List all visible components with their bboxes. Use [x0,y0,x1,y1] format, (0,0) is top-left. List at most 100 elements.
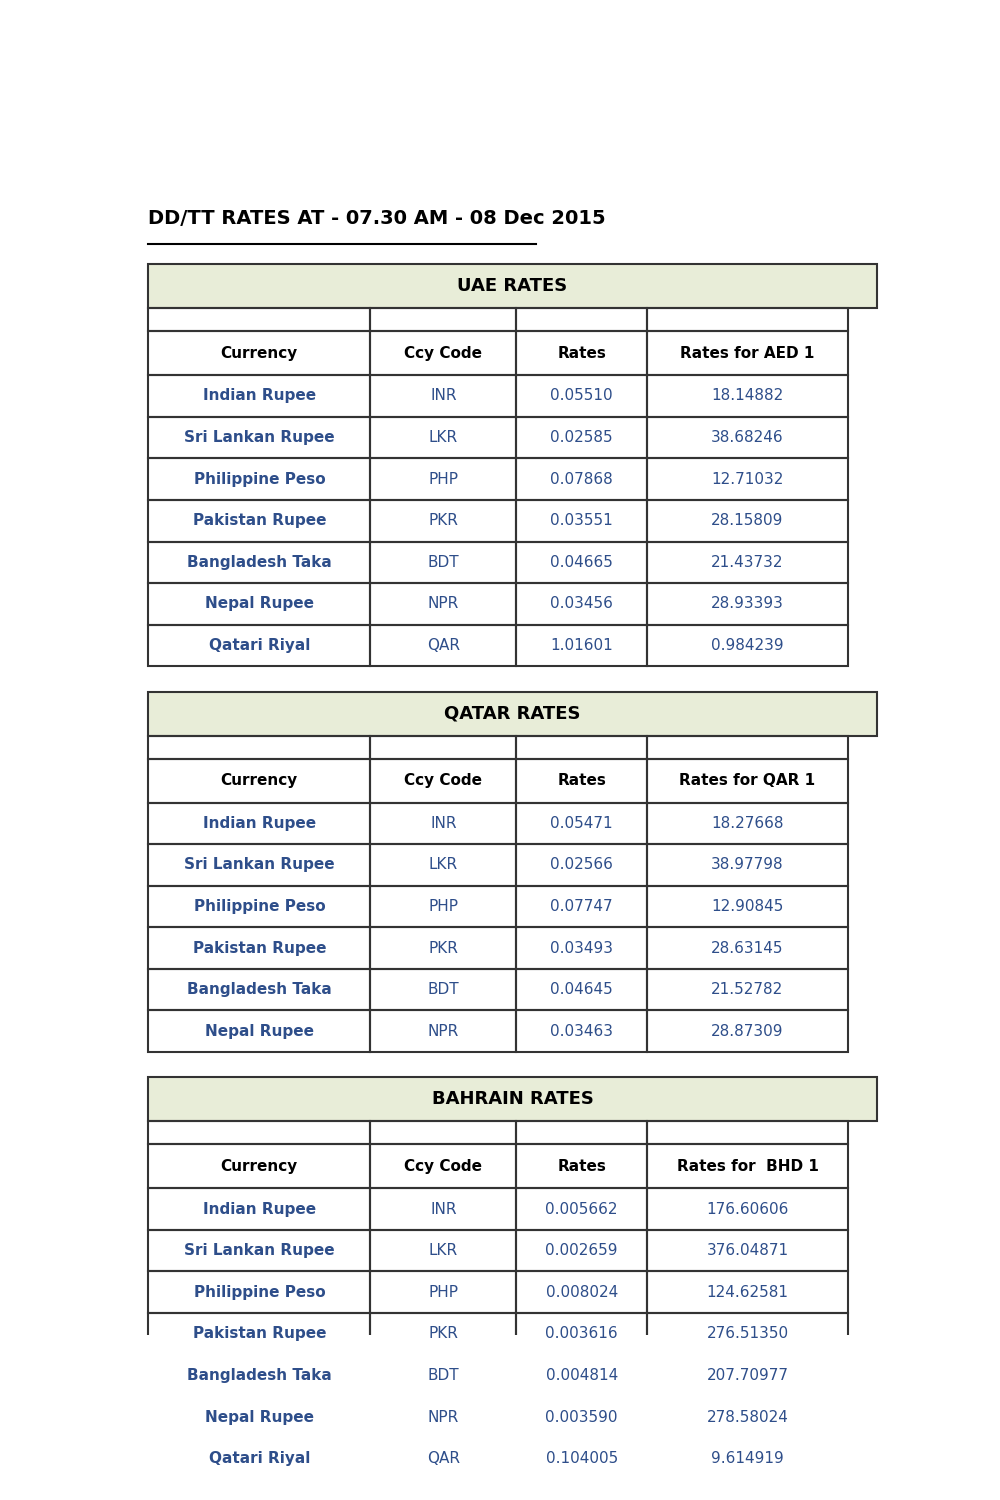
Text: Rates: Rates [557,1160,606,1174]
Text: INR: INR [430,1202,457,1216]
Text: LKR: LKR [429,1244,458,1258]
Text: QAR: QAR [427,638,460,652]
Bar [516,500,647,542]
Bar [647,332,848,375]
Text: Sri Lankan Rupee: Sri Lankan Rupee [184,430,335,445]
Bar [516,802,647,844]
Text: Ccy Code: Ccy Code [404,772,482,788]
Bar [148,264,877,308]
Bar [516,759,647,802]
Bar [647,1230,848,1272]
Bar [370,735,516,759]
Bar [148,1272,370,1312]
Text: Indian Rupee: Indian Rupee [203,1202,316,1216]
Text: Pakistan Rupee: Pakistan Rupee [193,513,326,528]
Bar [148,1312,370,1354]
Bar [370,1438,516,1479]
Text: Indian Rupee: Indian Rupee [203,388,316,404]
Bar [148,1438,370,1479]
Bar [516,332,647,375]
Bar [370,1230,516,1272]
Text: Pakistan Rupee: Pakistan Rupee [193,1326,326,1341]
Bar [516,1312,647,1354]
Text: PHP: PHP [428,1286,458,1300]
Text: NPR: NPR [428,597,459,612]
Bar [148,1122,370,1144]
Bar [370,375,516,417]
Text: Rates: Rates [557,772,606,788]
Text: 0.03493: 0.03493 [550,940,613,956]
Bar [516,735,647,759]
Text: Philippine Peso: Philippine Peso [194,471,325,486]
Bar [647,844,848,885]
Text: 21.52782: 21.52782 [711,982,784,998]
Text: Bangladesh Taka: Bangladesh Taka [187,1368,332,1383]
Text: BDT: BDT [427,982,459,998]
Bar [148,1144,370,1188]
Bar [516,1272,647,1312]
Text: 1.01601: 1.01601 [550,638,613,652]
Bar [516,885,647,927]
Bar [148,927,370,969]
Bar [370,542,516,584]
Text: 12.90845: 12.90845 [711,898,784,914]
Bar [148,375,370,417]
Text: 0.005662: 0.005662 [545,1202,618,1216]
Text: BDT: BDT [427,555,459,570]
Bar [647,308,848,332]
Bar [148,500,370,542]
Text: 0.03456: 0.03456 [550,597,613,612]
Text: 0.002659: 0.002659 [545,1244,618,1258]
Bar [148,844,370,885]
Text: 0.03463: 0.03463 [550,1023,613,1038]
Bar [370,459,516,500]
Text: QAR: QAR [427,1450,460,1466]
Bar [148,1011,370,1052]
Bar [647,1438,848,1479]
Bar [370,844,516,885]
Bar [516,1188,647,1230]
Text: PKR: PKR [428,513,458,528]
Bar [647,1011,848,1052]
Text: 38.68246: 38.68246 [711,430,784,445]
Text: PKR: PKR [428,1326,458,1341]
Bar [370,1354,516,1396]
Bar [647,584,848,624]
Bar [647,1396,848,1438]
Text: 0.008024: 0.008024 [546,1286,618,1300]
Bar [516,1011,647,1052]
Bar [647,542,848,584]
Text: 0.984239: 0.984239 [711,638,784,652]
Bar [516,1438,647,1479]
Bar [516,1144,647,1188]
Text: INR: INR [430,388,457,404]
Text: 0.104005: 0.104005 [546,1450,618,1466]
Text: NPR: NPR [428,1410,459,1425]
Bar [647,375,848,417]
Bar [647,735,848,759]
Bar [647,1188,848,1230]
Bar [370,802,516,844]
Text: Philippine Peso: Philippine Peso [194,1286,325,1300]
Bar [647,1312,848,1354]
Bar [370,927,516,969]
Bar [148,735,370,759]
Bar [516,1396,647,1438]
Bar [647,459,848,500]
Text: Nepal Rupee: Nepal Rupee [205,597,314,612]
Text: Philippine Peso: Philippine Peso [194,898,325,914]
Text: 18.14882: 18.14882 [711,388,784,404]
Text: 28.87309: 28.87309 [711,1023,784,1038]
Bar [370,1312,516,1354]
Bar [516,1122,647,1144]
Bar [516,1354,647,1396]
Bar [148,417,370,459]
Bar [370,759,516,802]
Bar [516,375,647,417]
Text: Indian Rupee: Indian Rupee [203,816,316,831]
Bar [647,1122,848,1144]
Text: NPR: NPR [428,1023,459,1038]
Text: QATAR RATES: QATAR RATES [444,705,581,723]
Text: Nepal Rupee: Nepal Rupee [205,1023,314,1038]
Text: 0.04665: 0.04665 [550,555,613,570]
